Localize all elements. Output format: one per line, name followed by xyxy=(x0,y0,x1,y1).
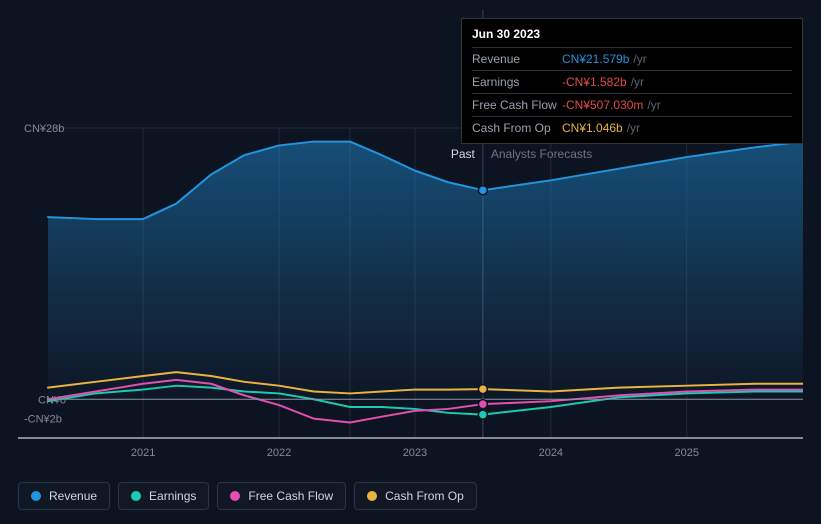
svg-text:2024: 2024 xyxy=(539,447,563,459)
tooltip-unit: /yr xyxy=(647,98,660,112)
tooltip-unit: /yr xyxy=(633,52,646,66)
chart-tooltip: Jun 30 2023 RevenueCN¥21.579b/yrEarnings… xyxy=(461,18,803,144)
legend-label: Cash From Op xyxy=(385,489,464,503)
tooltip-label: Cash From Op xyxy=(472,121,562,135)
legend-item-earnings[interactable]: Earnings xyxy=(118,482,209,510)
tooltip-label: Free Cash Flow xyxy=(472,98,562,112)
legend-label: Revenue xyxy=(49,489,97,503)
tooltip-value: CN¥21.579b xyxy=(562,52,629,66)
svg-text:2022: 2022 xyxy=(267,447,291,459)
legend-swatch xyxy=(230,491,240,501)
tooltip-row: Free Cash Flow-CN¥507.030m/yr xyxy=(472,93,792,116)
svg-text:2025: 2025 xyxy=(674,447,698,459)
svg-text:-CN¥2b: -CN¥2b xyxy=(24,414,62,426)
tooltip-row: RevenueCN¥21.579b/yr xyxy=(472,47,792,70)
svg-text:2023: 2023 xyxy=(403,447,427,459)
svg-text:Past: Past xyxy=(451,147,476,161)
tooltip-value: -CN¥1.582b xyxy=(562,75,627,89)
legend-label: Free Cash Flow xyxy=(248,489,333,503)
tooltip-row: Cash From OpCN¥1.046b/yr xyxy=(472,116,792,139)
legend-item-revenue[interactable]: Revenue xyxy=(18,482,110,510)
legend-item-fcf[interactable]: Free Cash Flow xyxy=(217,482,346,510)
legend-swatch xyxy=(31,491,41,501)
legend-swatch xyxy=(131,491,141,501)
svg-text:CN¥0: CN¥0 xyxy=(38,394,66,406)
tooltip-value: -CN¥507.030m xyxy=(562,98,643,112)
legend-item-cfo[interactable]: Cash From Op xyxy=(354,482,477,510)
tooltip-value: CN¥1.046b xyxy=(562,121,623,135)
legend-swatch xyxy=(367,491,377,501)
svg-text:2021: 2021 xyxy=(131,447,155,459)
tooltip-unit: /yr xyxy=(631,75,644,89)
svg-text:Analysts Forecasts: Analysts Forecasts xyxy=(491,147,592,161)
tooltip-title: Jun 30 2023 xyxy=(472,27,792,47)
tooltip-label: Revenue xyxy=(472,52,562,66)
tooltip-unit: /yr xyxy=(627,121,640,135)
tooltip-label: Earnings xyxy=(472,75,562,89)
chart-legend: Revenue Earnings Free Cash Flow Cash From O… xyxy=(18,482,477,510)
legend-label: Earnings xyxy=(149,489,196,503)
svg-text:CN¥28b: CN¥28b xyxy=(24,123,64,135)
tooltip-row: Earnings-CN¥1.582b/yr xyxy=(472,70,792,93)
